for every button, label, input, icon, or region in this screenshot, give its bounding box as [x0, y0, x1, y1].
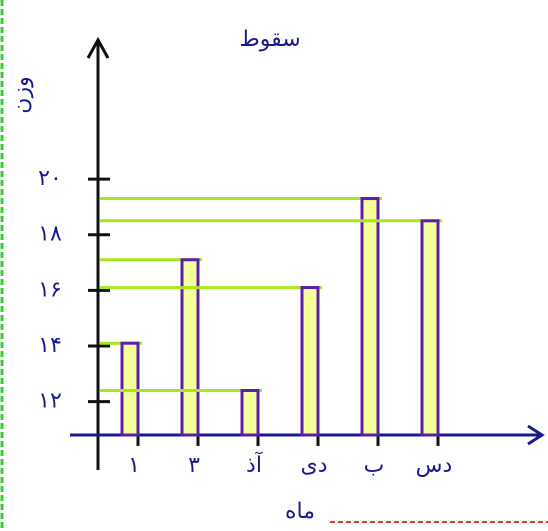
y-tick-label: ۱۸	[38, 222, 62, 247]
y-axis-label: وزن	[9, 76, 34, 113]
x-tick-label: دس	[416, 453, 453, 478]
x-axis-arrow	[527, 424, 545, 446]
bar	[300, 286, 320, 437]
x-axis-label: ماه	[285, 499, 315, 524]
x-tick-label: دی	[300, 453, 327, 478]
y-tick-label: ۱۴	[38, 333, 62, 358]
x-tick-label: ۱	[128, 453, 140, 478]
x-tick-label: ۳	[188, 453, 200, 478]
bar	[180, 258, 200, 437]
bar	[420, 219, 440, 437]
bar	[360, 197, 380, 437]
bar	[240, 388, 260, 437]
y-tick-label: ۱۶	[38, 277, 62, 302]
y-axis-arrow	[86, 36, 110, 59]
x-tick-label: آذ	[246, 451, 263, 478]
y-tick-label: ۱۲	[38, 389, 62, 414]
chart-title: سقوط	[239, 27, 300, 52]
y-tick-label: ۲۰	[38, 166, 62, 191]
x-tick-label: ب	[364, 453, 385, 478]
